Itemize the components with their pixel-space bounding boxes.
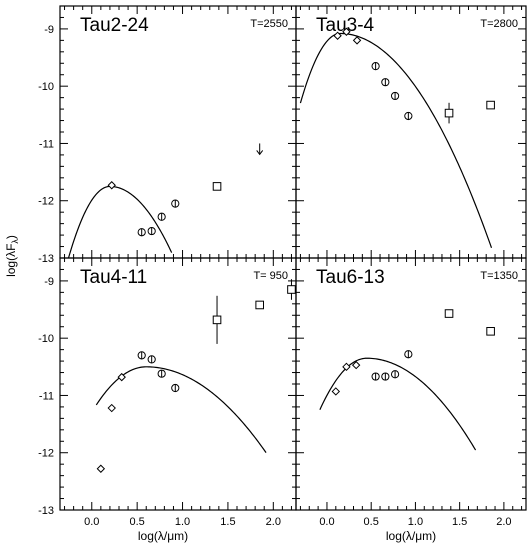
y-axis-label: log(λFλ) — [4, 235, 20, 277]
diamond-point — [342, 362, 351, 372]
diamond-point — [107, 181, 116, 190]
panel-frame — [295, 257, 527, 511]
panel-title: Tau2-24 — [80, 15, 149, 36]
y-tick-label: -9 — [44, 276, 54, 288]
diamond-point — [352, 36, 362, 45]
diamond-point — [117, 372, 126, 382]
upper-limit-arrow-head — [256, 150, 264, 156]
temperature-label: T=2800 — [480, 18, 518, 30]
y-tick-label: -13 — [38, 253, 54, 265]
diamond-point — [351, 360, 361, 370]
x-tick-label: 2.0 — [266, 516, 281, 528]
panel-2: Tau3-4 T=2800 — [295, 5, 527, 259]
x-tick-label: 1.0 — [175, 516, 190, 528]
y-tick-label: -11 — [39, 390, 54, 402]
panel-frame — [59, 257, 297, 511]
square-point — [212, 182, 222, 191]
panel-4: 0.0 0.5 1.0 1.5 2.0 Tau6-13 T=1350 — [295, 257, 527, 528]
diamond-point — [333, 31, 342, 40]
y-tick-label: -9 — [44, 24, 54, 36]
square-point — [444, 309, 454, 318]
x-tick-label: 1.5 — [220, 516, 235, 528]
diamond-point — [96, 464, 106, 473]
x-tick-label: 1.0 — [408, 516, 423, 528]
panel-frame — [295, 5, 527, 259]
panel-title: Tau4-11 — [80, 267, 147, 288]
x-tick-label: 2.0 — [496, 516, 511, 528]
temperature-label: T=1350 — [480, 270, 518, 282]
y-tick-label: -12 — [38, 196, 54, 208]
x-tick-label: 1.5 — [452, 516, 467, 528]
square-point — [444, 108, 454, 118]
diamond-point — [331, 387, 341, 396]
panel-title: Tau3-4 — [316, 15, 375, 36]
model-curve — [299, 32, 493, 249]
panels-layer: -13 -12 -11 -10 -9 Tau2-24 T=2550 Tau3-4 T=2800 -… — [38, 5, 527, 528]
x-tick-label: 0.5 — [364, 516, 379, 528]
y-tick-label: -10 — [38, 333, 54, 345]
y-tick-label: -10 — [38, 81, 54, 93]
panel-title: Tau6-13 — [316, 267, 385, 288]
square-point — [255, 300, 264, 310]
y-tick-label: -13 — [38, 505, 54, 517]
temperature-label: T= 950 — [253, 270, 288, 282]
model-curve — [95, 366, 267, 453]
model-curve — [67, 185, 173, 258]
x-axis-label-right: log(λ/μm) — [386, 529, 436, 543]
panel-frame — [59, 5, 297, 259]
square-point — [486, 100, 495, 110]
temperature-label: T=2550 — [250, 18, 288, 30]
x-tick-label: 0.0 — [319, 516, 334, 528]
diamond-point — [107, 403, 116, 413]
square-point — [486, 327, 495, 336]
x-tick-label: 0.5 — [130, 516, 145, 528]
x-tick-label: 0.0 — [84, 516, 99, 528]
panel-1: -13 -12 -11 -10 -9 Tau2-24 T=2550 — [38, 5, 297, 265]
y-tick-label: -12 — [38, 448, 54, 460]
square-point — [287, 285, 296, 294]
panel-3: -13 -12 -11 -10 -9 0.0 0.5 1.0 1.5 2.0 Tau4-11 T= 9… — [38, 257, 297, 528]
y-tick-label: -11 — [39, 138, 54, 150]
square-point — [212, 315, 222, 325]
diamond-point — [342, 27, 351, 36]
x-axis-label-left: log(λ/μm) — [138, 529, 188, 543]
